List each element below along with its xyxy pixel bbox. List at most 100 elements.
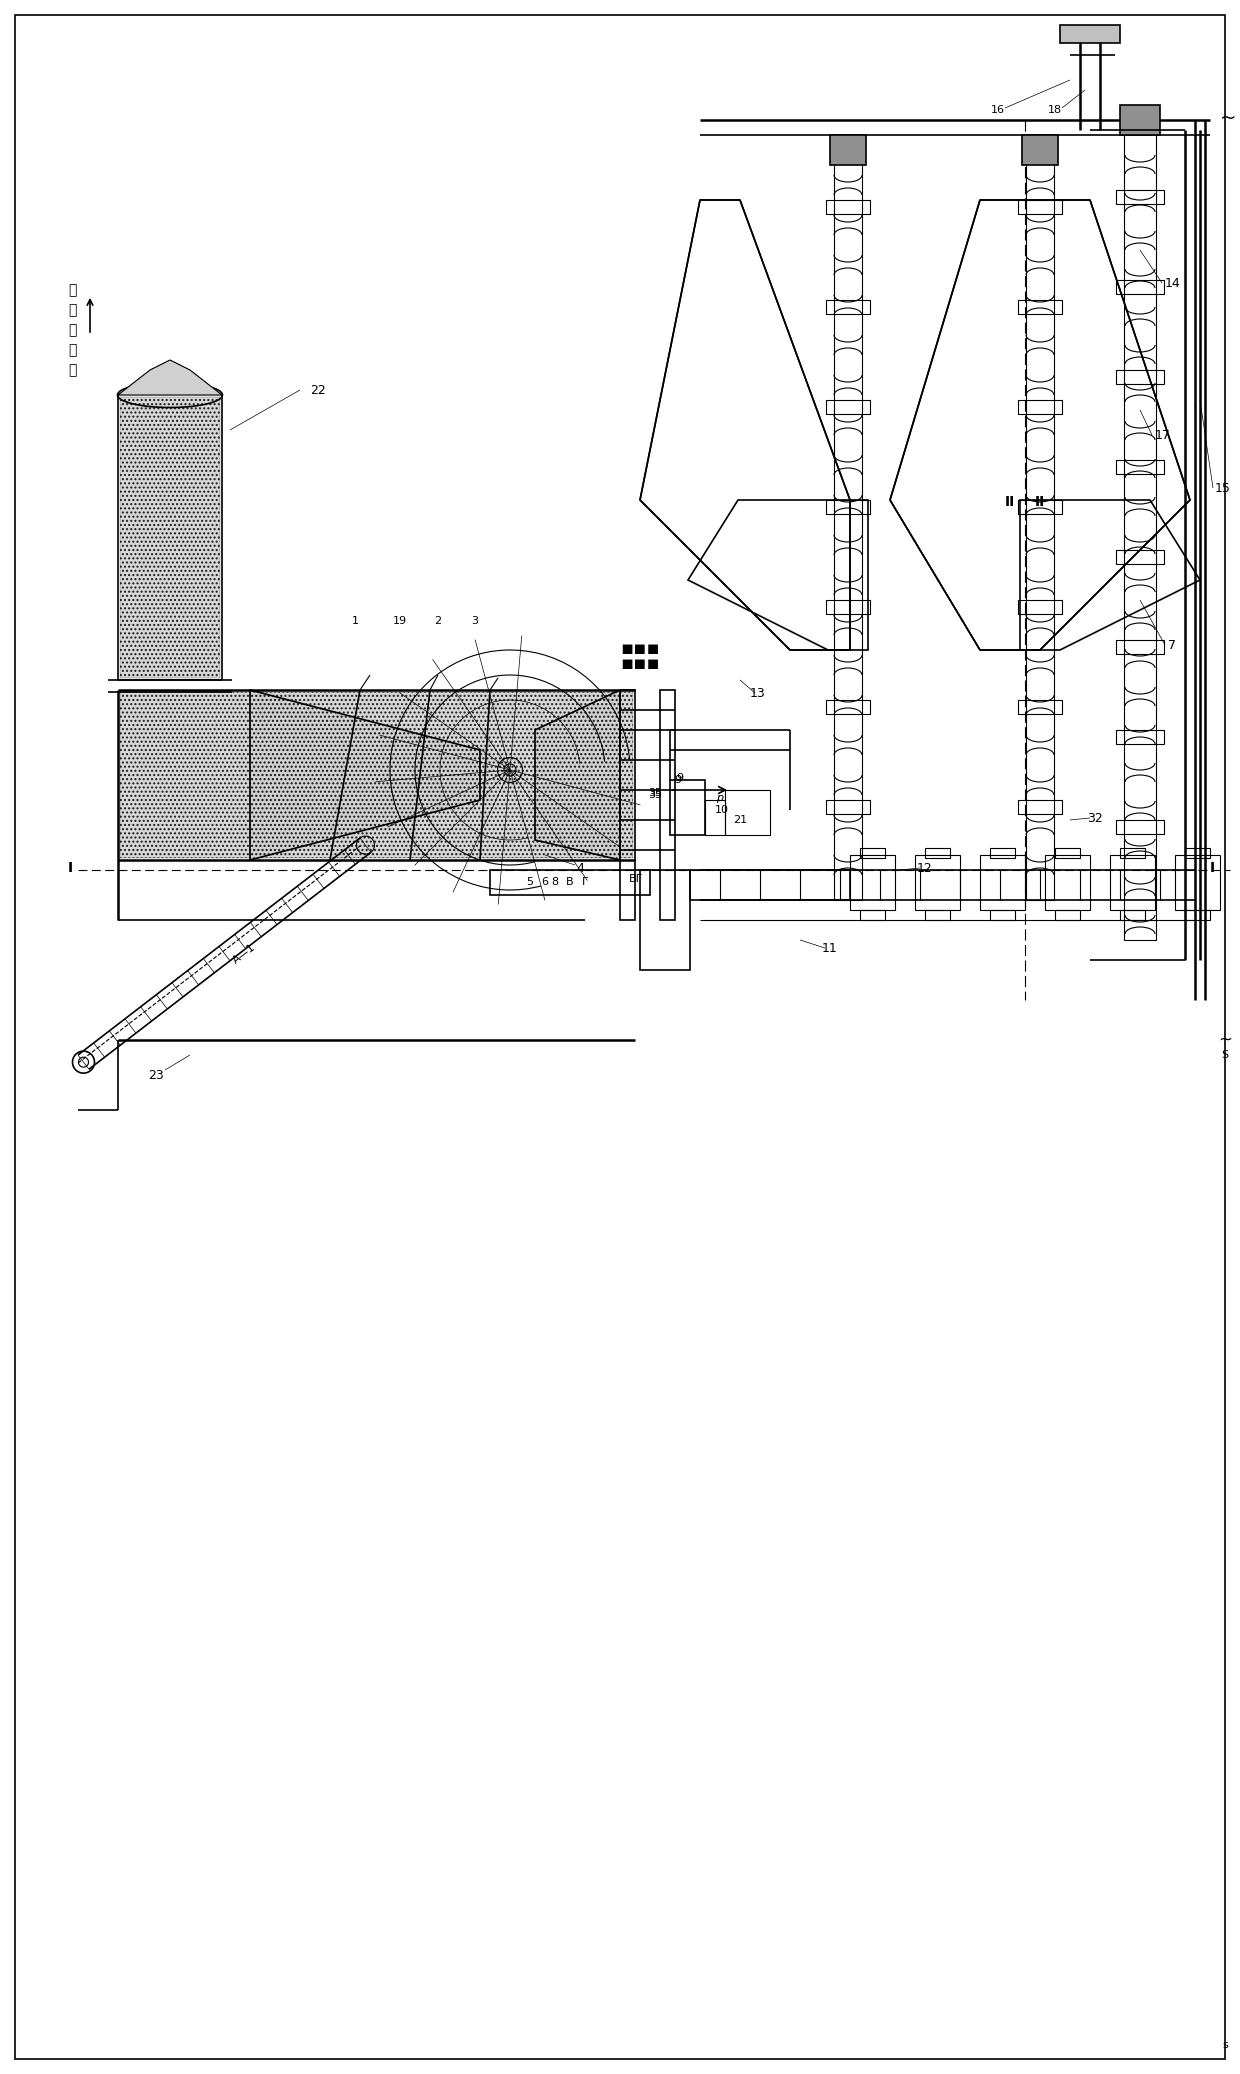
Text: 23: 23 — [148, 1068, 164, 1081]
Text: 35: 35 — [649, 788, 662, 798]
Text: 19: 19 — [393, 616, 407, 626]
Polygon shape — [534, 691, 620, 861]
Text: 14: 14 — [1166, 276, 1180, 290]
Bar — [990, 910, 1016, 921]
Text: 煤: 煤 — [68, 303, 76, 317]
Text: 站: 站 — [68, 324, 76, 336]
Bar — [1120, 910, 1145, 921]
Text: II: II — [1035, 496, 1045, 508]
Bar — [725, 790, 770, 836]
Text: 17: 17 — [1154, 429, 1171, 442]
Polygon shape — [120, 693, 632, 859]
Bar — [706, 801, 725, 836]
Bar — [861, 910, 885, 921]
Bar — [1018, 400, 1061, 415]
Bar — [1018, 301, 1061, 313]
Text: 9: 9 — [677, 774, 683, 784]
Bar — [826, 701, 870, 713]
Polygon shape — [250, 691, 480, 861]
Text: ~: ~ — [1218, 1031, 1233, 1049]
Bar — [1018, 199, 1061, 214]
Text: 9: 9 — [675, 776, 682, 784]
Bar — [670, 780, 706, 836]
Bar — [925, 910, 950, 921]
Bar — [1116, 191, 1164, 203]
Text: 10: 10 — [715, 805, 729, 815]
Bar — [1120, 848, 1145, 859]
Bar — [1185, 910, 1210, 921]
Bar — [1123, 131, 1156, 940]
Text: 向: 向 — [68, 363, 76, 377]
Text: A—1: A—1 — [231, 942, 258, 966]
Text: 18: 18 — [1048, 106, 1063, 114]
Bar — [1120, 106, 1159, 135]
Text: 方: 方 — [68, 342, 76, 357]
Bar — [1176, 854, 1220, 910]
Polygon shape — [118, 361, 222, 394]
Bar — [1116, 460, 1164, 475]
Text: 32: 32 — [1087, 811, 1102, 825]
Text: 8: 8 — [552, 877, 558, 888]
Bar — [1018, 599, 1061, 614]
Text: I: I — [67, 861, 73, 875]
Bar — [1045, 854, 1090, 910]
Bar — [1116, 730, 1164, 745]
Text: 2: 2 — [434, 616, 441, 626]
Text: BГ: BГ — [629, 873, 644, 884]
Bar — [826, 199, 870, 214]
Text: 22: 22 — [310, 384, 326, 396]
Bar — [1018, 701, 1061, 713]
Text: 35: 35 — [649, 790, 662, 801]
Bar — [826, 599, 870, 614]
Bar — [1055, 910, 1080, 921]
Bar — [1116, 369, 1164, 384]
Text: B: B — [567, 877, 574, 888]
Bar — [849, 854, 895, 910]
Text: Г: Г — [582, 877, 588, 888]
Text: 6: 6 — [542, 877, 548, 888]
Text: 1: 1 — [351, 616, 358, 626]
Bar — [1055, 848, 1080, 859]
Text: ~: ~ — [1220, 108, 1236, 127]
Bar — [826, 500, 870, 514]
Text: 15: 15 — [1215, 481, 1231, 494]
Bar — [826, 801, 870, 813]
Text: I: I — [1210, 861, 1215, 875]
Text: ▪▪▪: ▪▪▪ — [620, 653, 660, 672]
Bar — [835, 160, 862, 900]
Text: ▪▪▪: ▪▪▪ — [620, 639, 660, 657]
Bar — [861, 848, 885, 859]
Text: 7: 7 — [1168, 639, 1176, 651]
Text: 21: 21 — [733, 815, 746, 825]
Text: 11: 11 — [822, 942, 838, 954]
Bar — [1116, 641, 1164, 653]
Text: p: p — [717, 792, 724, 803]
Text: s: s — [1223, 2041, 1228, 2049]
Bar — [1018, 801, 1061, 813]
Bar — [915, 854, 960, 910]
Bar — [826, 400, 870, 415]
Bar — [990, 848, 1016, 859]
Bar — [1060, 25, 1120, 44]
Bar — [1185, 848, 1210, 859]
Bar — [980, 854, 1025, 910]
Bar — [1110, 854, 1154, 910]
Polygon shape — [118, 361, 222, 394]
Bar — [490, 869, 650, 896]
Text: 16: 16 — [991, 106, 1004, 114]
Text: S: S — [1221, 1049, 1229, 1060]
Bar — [1022, 135, 1058, 166]
Text: 装: 装 — [68, 282, 76, 297]
Bar — [660, 691, 675, 921]
Bar — [925, 848, 950, 859]
Bar — [826, 301, 870, 313]
Bar — [640, 869, 689, 971]
Text: 5: 5 — [527, 877, 533, 888]
Text: 12: 12 — [918, 861, 932, 875]
Text: 3: 3 — [471, 616, 479, 626]
Text: II: II — [1004, 496, 1016, 508]
Text: 13: 13 — [750, 686, 766, 699]
Bar — [1018, 500, 1061, 514]
Bar — [830, 135, 866, 166]
Polygon shape — [120, 396, 219, 678]
